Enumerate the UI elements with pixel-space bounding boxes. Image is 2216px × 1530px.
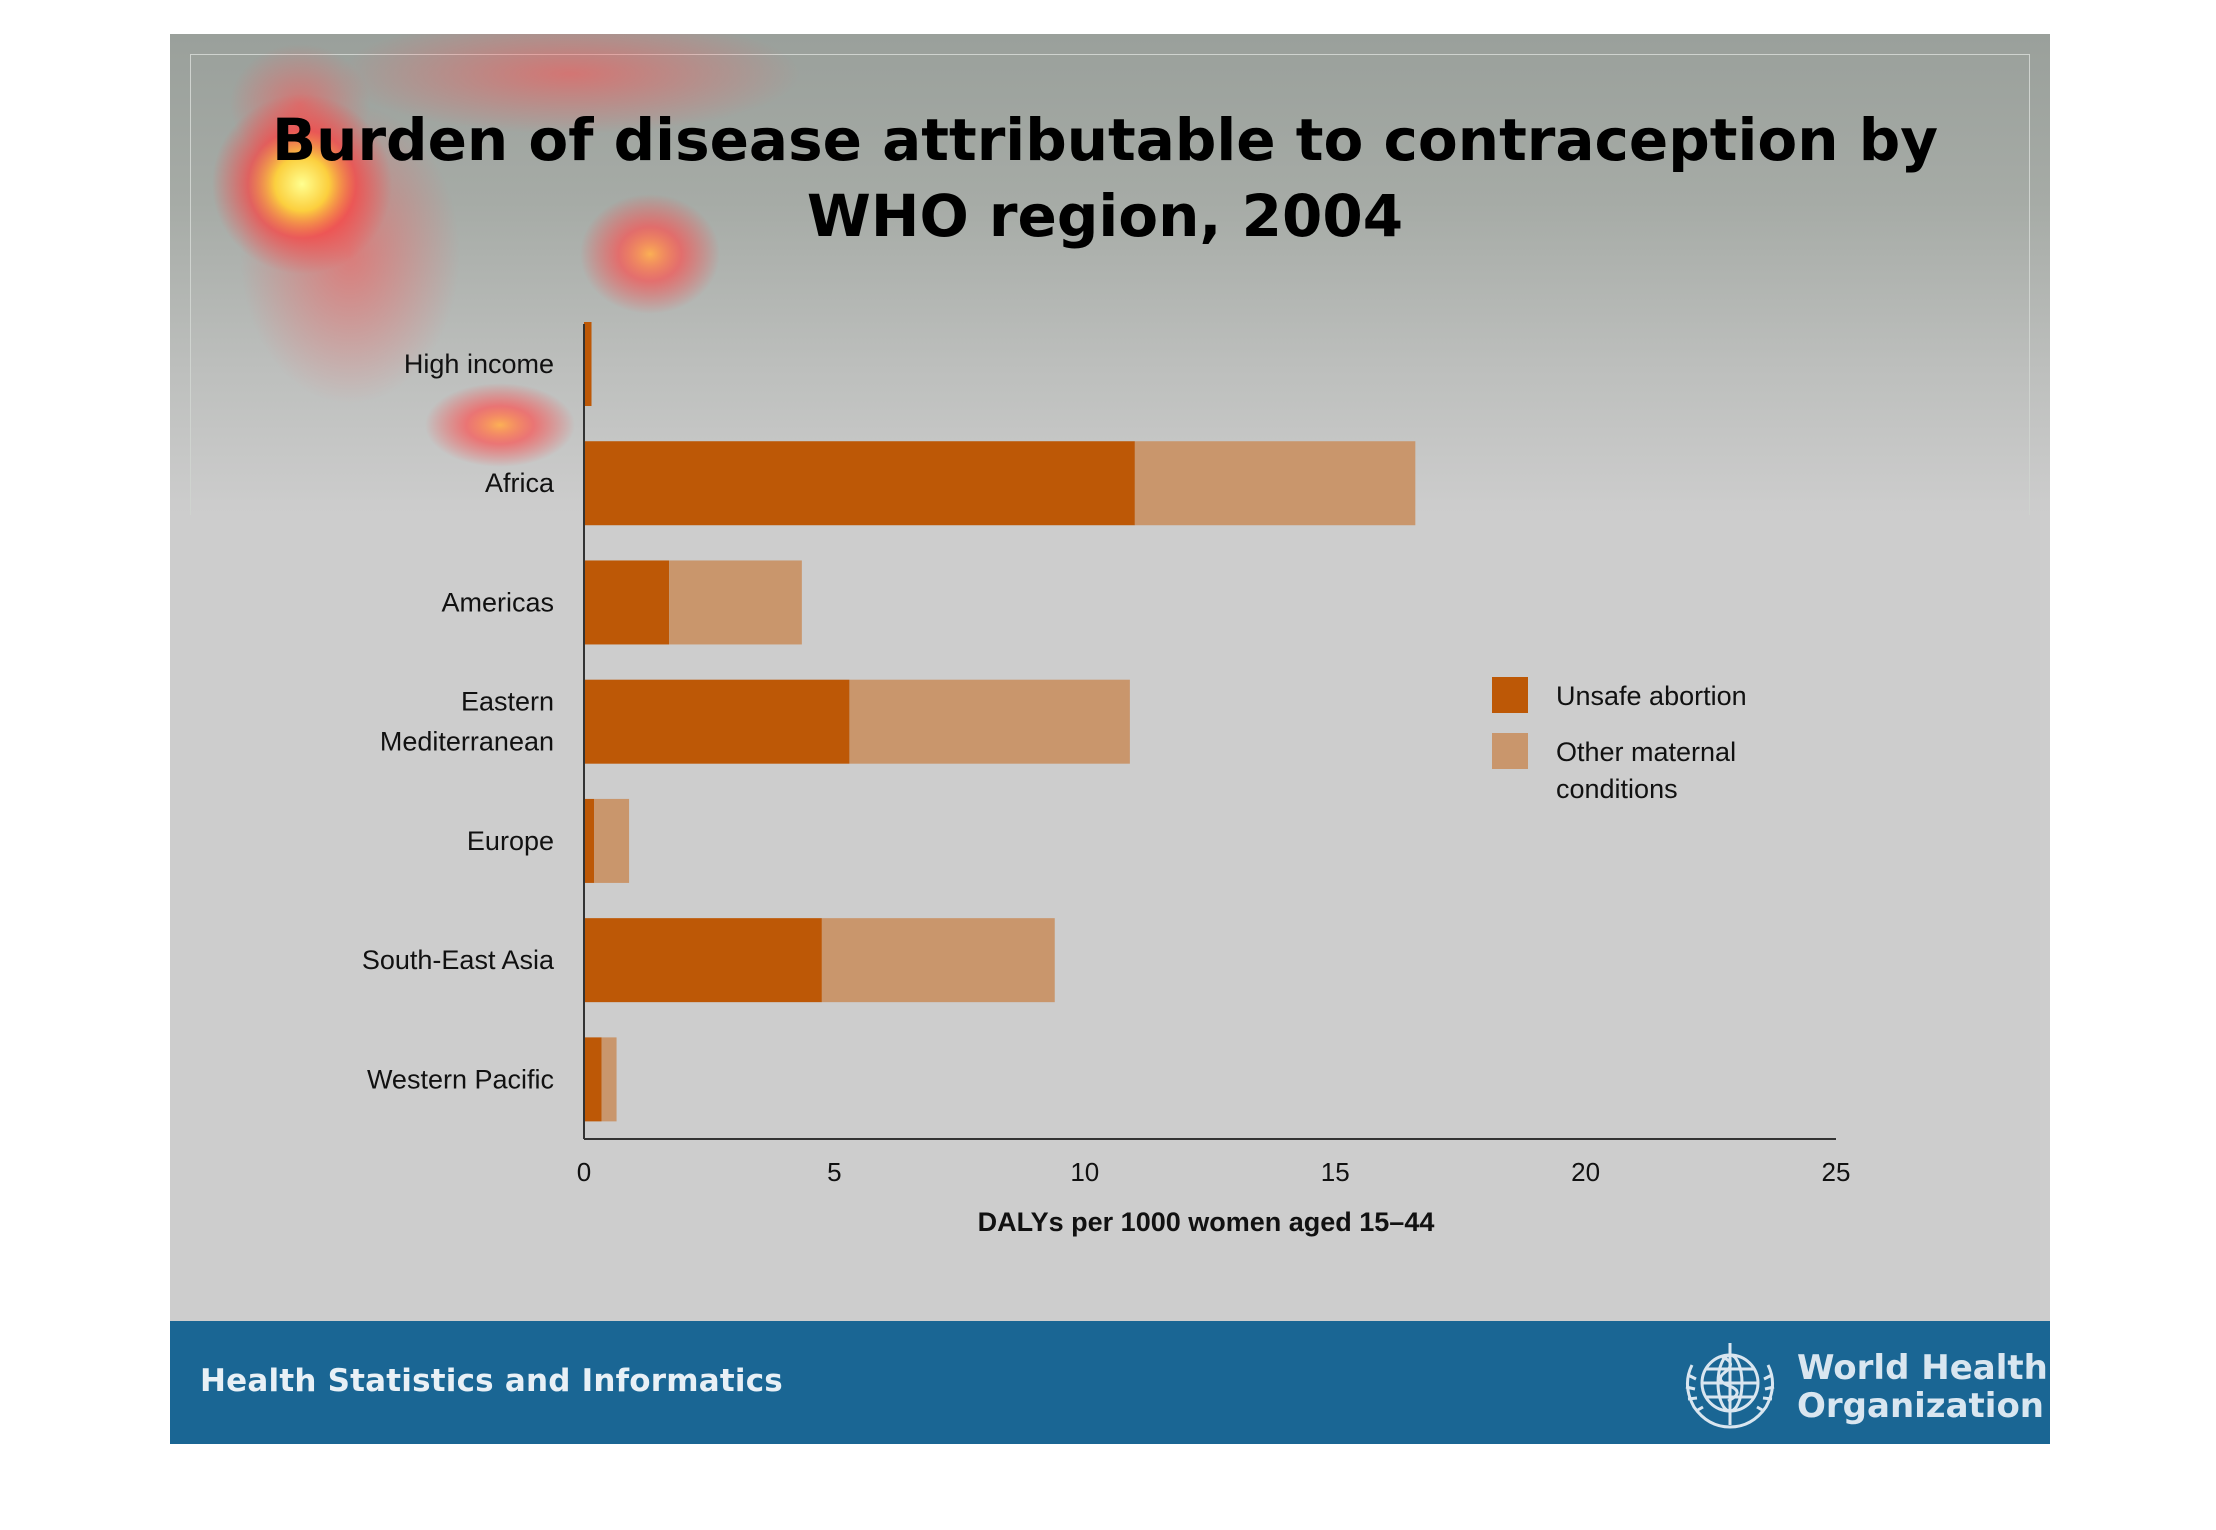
- category-label: Europe: [467, 826, 554, 856]
- x-tick-label: 5: [827, 1157, 841, 1187]
- x-tick-label: 20: [1571, 1157, 1600, 1187]
- slide-title: Burden of disease attributable to contra…: [210, 102, 2000, 254]
- bar-unsafe-abortion: [584, 322, 592, 406]
- category-label: Eastern: [461, 687, 554, 717]
- heatmap-overlay: [212, 34, 800, 467]
- footer-text: Health Statistics and Informatics: [200, 1363, 783, 1399]
- category-label: South-East Asia: [362, 945, 555, 975]
- x-tick-label: 10: [1070, 1157, 1099, 1187]
- bar-unsafe-abortion: [584, 560, 670, 645]
- x-tick-label: 15: [1321, 1157, 1350, 1187]
- bar-other-maternal: [1134, 441, 1416, 526]
- bar-other-maternal: [601, 1037, 617, 1122]
- x-tick-label: 25: [1822, 1157, 1851, 1187]
- category-label: Mediterranean: [380, 727, 554, 757]
- bar-unsafe-abortion: [584, 679, 850, 764]
- category-label: Americas: [441, 587, 554, 617]
- category-label: Western Pacific: [367, 1064, 554, 1094]
- category-label: High income: [404, 349, 554, 379]
- category-label: Africa: [485, 468, 555, 498]
- bar-unsafe-abortion: [584, 1037, 602, 1122]
- x-tick-label: 0: [577, 1157, 591, 1187]
- legend-swatch: [1492, 733, 1528, 769]
- bar-unsafe-abortion: [584, 798, 595, 883]
- heat-spot: [425, 383, 575, 467]
- footer-bar: Health Statistics and Informatics World …: [170, 1321, 2050, 1444]
- bar-other-maternal: [669, 560, 802, 645]
- legend-label: Other maternal: [1556, 737, 1736, 767]
- bar-other-maternal: [849, 679, 1130, 764]
- legend-label: conditions: [1556, 774, 1678, 804]
- heat-spot: [340, 34, 800, 134]
- header-frame: [190, 54, 2030, 515]
- legend-swatch: [1492, 677, 1528, 713]
- who-logo-line-1: World Health: [1797, 1348, 2048, 1388]
- bar-other-maternal: [594, 798, 630, 883]
- heat-spot: [580, 194, 720, 314]
- bar-other-maternal: [821, 918, 1055, 1003]
- heat-spot: [212, 94, 392, 274]
- who-emblem-icon: [1685, 1343, 1775, 1429]
- who-logo-text: World Health Organization: [1797, 1349, 2048, 1425]
- title-line-2: WHO region, 2004: [806, 182, 1404, 250]
- legend-label: Unsafe abortion: [1556, 681, 1747, 711]
- stacked-bar-chart: High income Africa Americas Eastern Mediterr…: [362, 322, 1851, 1237]
- bar-unsafe-abortion: [584, 918, 822, 1003]
- x-axis-label: DALYs per 1000 women aged 15–44: [978, 1207, 1435, 1237]
- title-line-1: Burden of disease attributable to contra…: [271, 106, 1939, 174]
- slide: Burden of disease attributable to contra…: [170, 34, 2050, 1444]
- who-logo-line-2: Organization: [1797, 1386, 2045, 1426]
- bar-unsafe-abortion: [584, 441, 1135, 526]
